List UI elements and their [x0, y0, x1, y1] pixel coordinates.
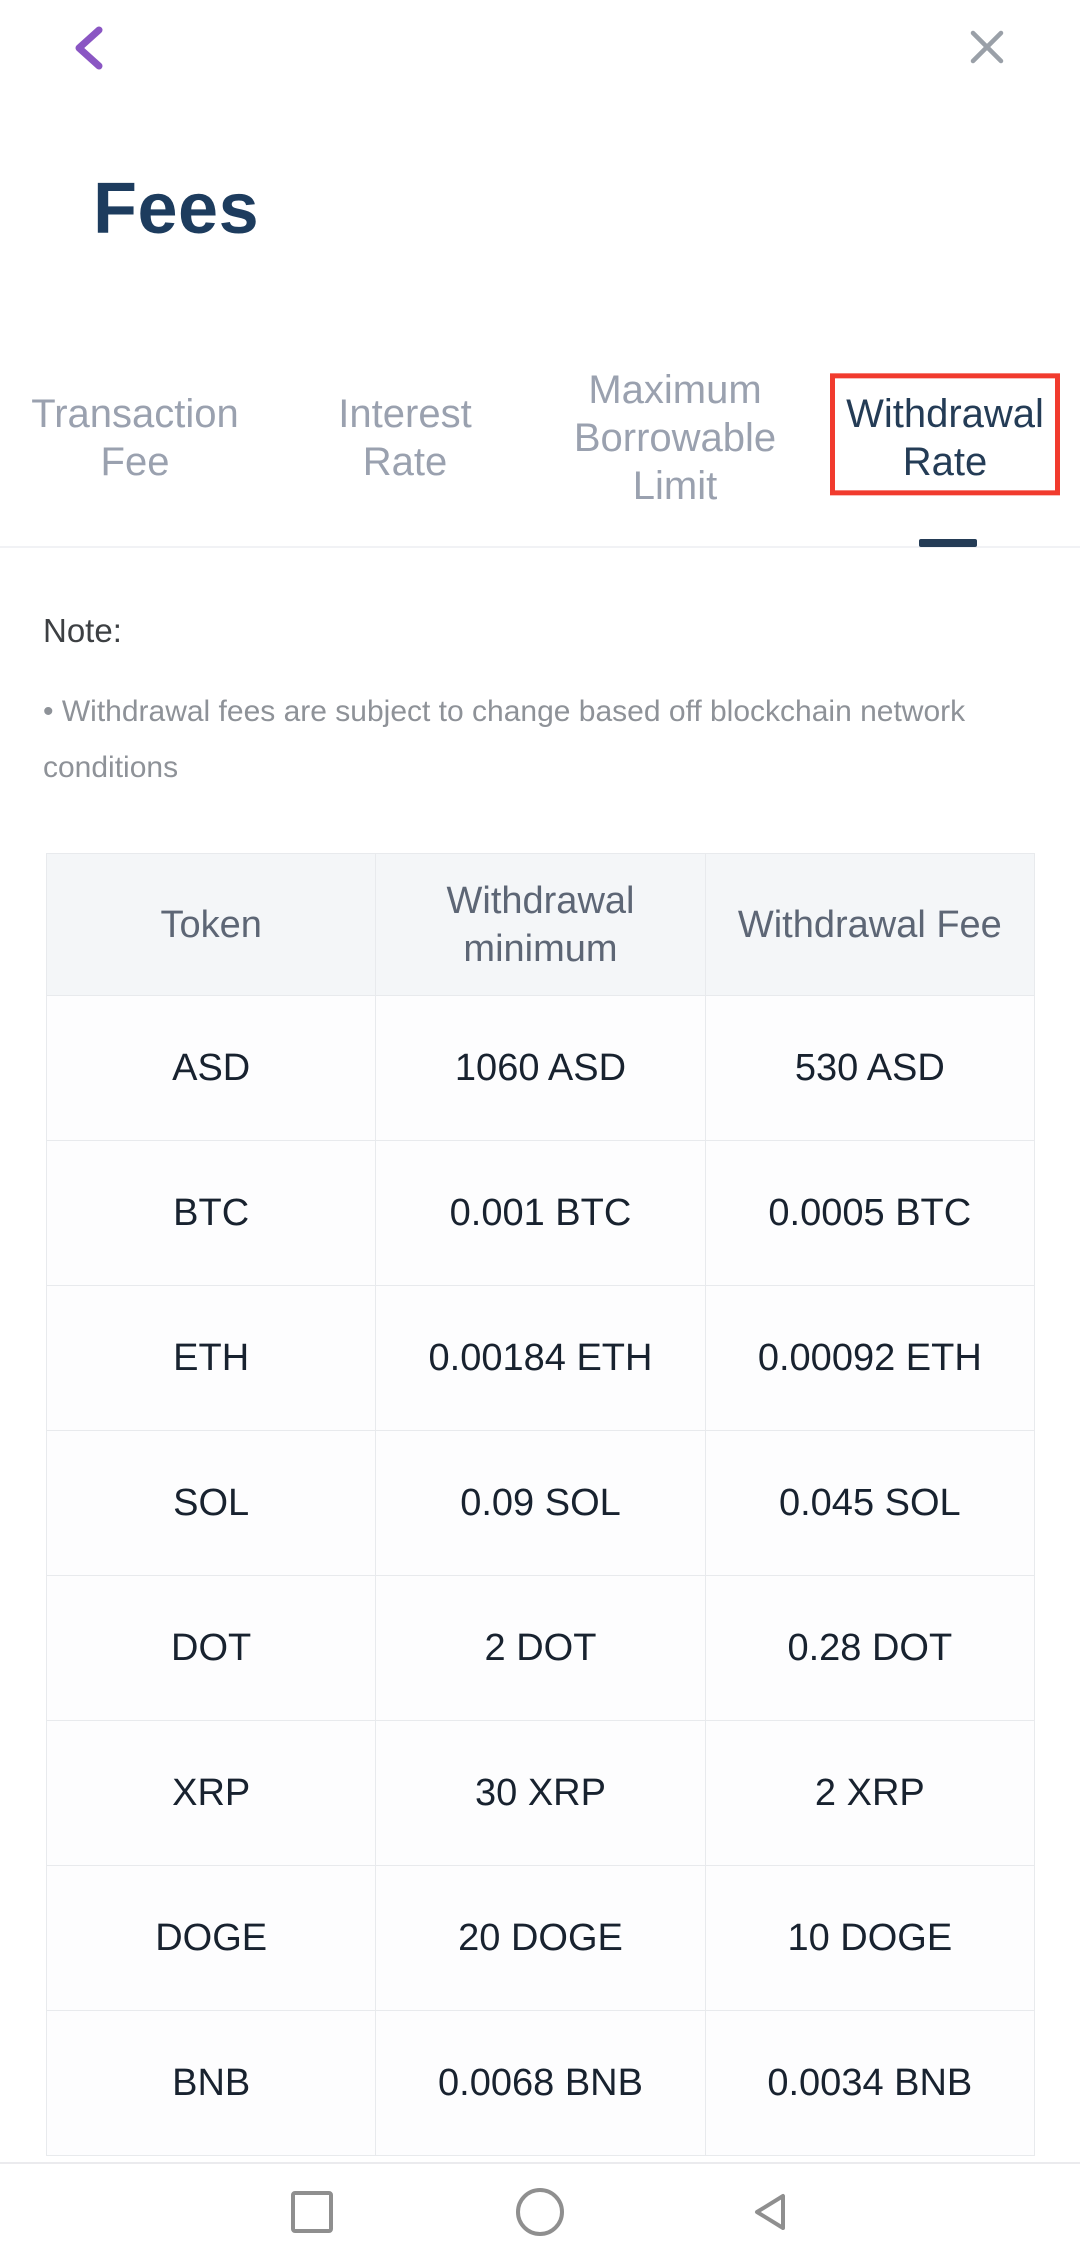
note-line: • Withdrawal fees are subject to change … [43, 695, 966, 728]
column-header-withdrawal-minimum: Withdrawal minimum [375, 853, 706, 996]
tab-transaction-fee[interactable]: Transaction Fee [0, 344, 270, 532]
token-cell: DOGE [45, 1865, 377, 2011]
table-row: BTC 0.001 BTC 0.0005 BTC [45, 1140, 1036, 1286]
tab-label: Maximum Borrowable Limit [573, 368, 777, 508]
fee-cell: 0.00092 ETH [704, 1285, 1036, 1431]
recents-button[interactable] [276, 2176, 348, 2248]
token-cell: ASD [45, 995, 377, 1141]
token-cell: BTC [45, 1140, 377, 1286]
withdrawal-fees-table: Token Withdrawal minimum Withdrawal Fee … [45, 853, 1036, 2156]
token-cell: XRP [45, 1720, 377, 1866]
minimum-cell: 0.00184 ETH [375, 1285, 706, 1431]
tab-interest-rate[interactable]: Interest Rate [270, 344, 540, 532]
note-text: • Withdrawal fees are subject to change … [43, 684, 1023, 796]
tab-maximum-borrowable-limit[interactable]: Maximum Borrowable Limit [540, 344, 810, 532]
close-icon [970, 30, 1004, 64]
minimum-cell: 2 DOT [375, 1575, 706, 1721]
token-cell: DOT [45, 1575, 377, 1721]
tab-bar-divider [0, 546, 1080, 548]
table-row: ETH 0.00184 ETH 0.00092 ETH [45, 1285, 1036, 1431]
fee-cell: 0.28 DOT [704, 1575, 1036, 1721]
tab-bar: Transaction Fee Interest Rate Maximum Bo… [0, 344, 1080, 532]
triangle-left-icon [755, 2194, 785, 2230]
minimum-cell: 0.001 BTC [375, 1140, 706, 1286]
navigation-bar-divider [0, 2162, 1080, 2164]
table-row: SOL 0.09 SOL 0.045 SOL [45, 1430, 1036, 1576]
tab-label: Withdrawal Rate [846, 392, 1044, 484]
token-cell: SOL [45, 1430, 377, 1576]
tab-label: Interest Rate [338, 392, 472, 484]
minimum-cell: 30 XRP [375, 1720, 706, 1866]
fee-cell: 0.0034 BNB [704, 2010, 1036, 2156]
column-header-withdrawal-fee: Withdrawal Fee [704, 853, 1036, 996]
back-button[interactable] [56, 16, 120, 80]
square-icon [291, 2191, 333, 2233]
fee-cell: 10 DOGE [704, 1865, 1036, 2011]
column-header-token: Token [45, 853, 377, 996]
close-button[interactable] [952, 12, 1022, 82]
fee-cell: 530 ASD [704, 995, 1036, 1141]
tab-withdrawal-rate[interactable]: Withdrawal Rate [810, 344, 1080, 532]
note-line: conditions [43, 751, 179, 784]
table-header-row: Token Withdrawal minimum Withdrawal Fee [45, 853, 1036, 996]
minimum-cell: 20 DOGE [375, 1865, 706, 2011]
table-row: ASD 1060 ASD 530 ASD [45, 995, 1036, 1141]
home-button[interactable] [504, 2176, 576, 2248]
nav-back-button[interactable] [736, 2176, 808, 2248]
note-heading: Note: [43, 612, 122, 649]
token-cell: BNB [45, 2010, 377, 2156]
minimum-cell: 0.0068 BNB [375, 2010, 706, 2156]
fee-cell: 0.045 SOL [704, 1430, 1036, 1576]
tab-label: Transaction Fee [31, 392, 239, 484]
minimum-cell: 0.09 SOL [375, 1430, 706, 1576]
token-cell: ETH [45, 1285, 377, 1431]
page-title: Fees [93, 169, 260, 249]
table-row: XRP 30 XRP 2 XRP [45, 1720, 1036, 1866]
circle-icon [516, 2188, 564, 2236]
active-tab-indicator [919, 539, 977, 547]
table-row: BNB 0.0068 BNB 0.0034 BNB [45, 2010, 1036, 2156]
fee-cell: 0.0005 BTC [704, 1140, 1036, 1286]
table-row: DOGE 20 DOGE 10 DOGE [45, 1865, 1036, 2011]
chevron-left-icon [75, 26, 103, 70]
fee-cell: 2 XRP [704, 1720, 1036, 1866]
minimum-cell: 1060 ASD [375, 995, 706, 1141]
table-row: DOT 2 DOT 0.28 DOT [45, 1575, 1036, 1721]
